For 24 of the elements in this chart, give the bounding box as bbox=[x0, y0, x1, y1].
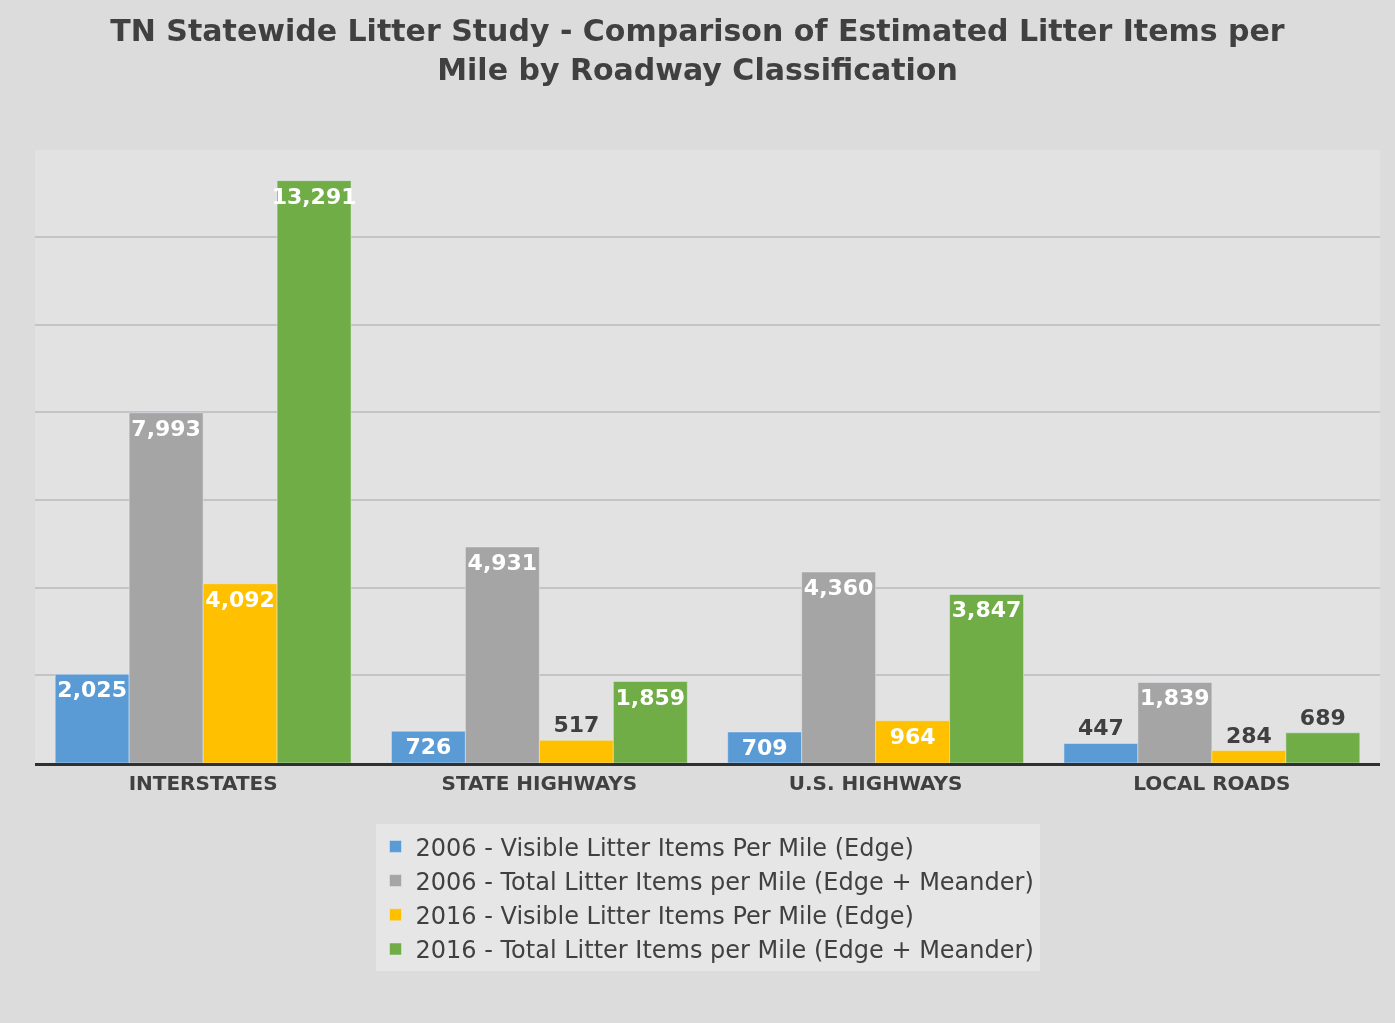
data-label: 726 bbox=[405, 734, 452, 760]
data-label: 1,859 bbox=[615, 684, 686, 710]
data-label: 284 bbox=[1225, 722, 1272, 748]
legend-label: 2016 - Visible Litter Items Per Mile (Edge) bbox=[415, 902, 914, 931]
data-label: 4,360 bbox=[803, 574, 874, 600]
legend-label: 2006 - Total Litter Items per Mile (Edge + Meander) bbox=[415, 867, 1034, 896]
chart-title: TN Statewide Litter Study - Comparison of Estimated Litter Items per Mile by Roadway Classification bbox=[110, 12, 1285, 87]
x-tick-label: U.S. HIGHWAYS bbox=[788, 771, 963, 795]
legend-label: 2016 - Total Litter Items per Mile (Edge + Meander) bbox=[415, 936, 1034, 965]
data-label: 1,839 bbox=[1140, 685, 1210, 711]
data-label: 4,931 bbox=[467, 549, 538, 575]
x-tick-label: LOCAL ROADS bbox=[1133, 771, 1291, 795]
data-label: 7,993 bbox=[131, 415, 201, 441]
data-label: 689 bbox=[1299, 704, 1346, 730]
data-label: 3,847 bbox=[951, 597, 1022, 623]
data-label: 2,025 bbox=[57, 677, 127, 703]
data-label: 709 bbox=[741, 734, 788, 760]
data-label: 964 bbox=[889, 723, 936, 749]
data-label: 517 bbox=[553, 712, 600, 738]
x-tick-label: INTERSTATES bbox=[128, 771, 278, 795]
data-label: 447 bbox=[1077, 715, 1124, 741]
legend-label: 2006 - Visible Litter Items Per Mile (Edge) bbox=[415, 833, 914, 862]
x-tick-label: STATE HIGHWAYS bbox=[441, 771, 638, 795]
data-label: 4,092 bbox=[205, 586, 275, 612]
